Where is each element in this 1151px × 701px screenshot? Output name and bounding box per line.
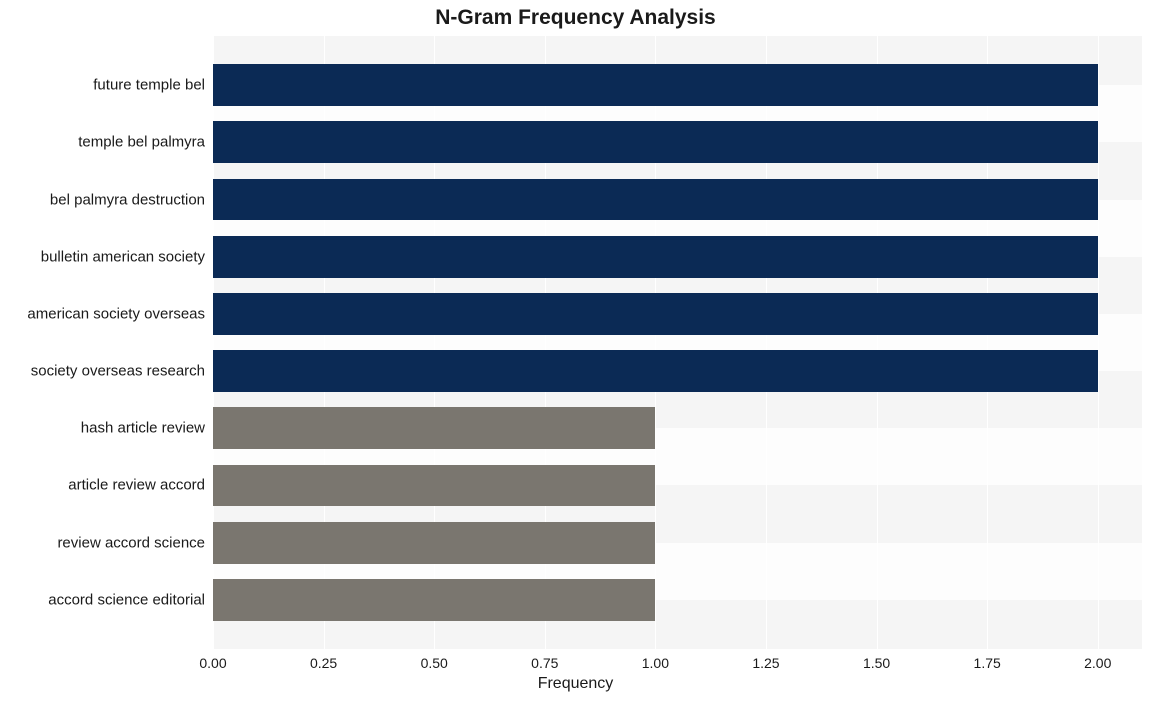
bar <box>213 293 1098 335</box>
x-axis-tick: 0.75 <box>531 655 558 671</box>
x-axis-tick: 1.50 <box>863 655 890 671</box>
x-axis-tick: 0.00 <box>199 655 226 671</box>
bar <box>213 179 1098 221</box>
bar <box>213 407 655 449</box>
y-axis-category: hash article review <box>0 421 205 436</box>
y-axis-category: review accord science <box>0 535 205 550</box>
plot-area <box>213 36 1142 649</box>
bar <box>213 121 1098 163</box>
y-axis-category: bulletin american society <box>0 249 205 264</box>
gridline <box>1098 36 1099 649</box>
y-axis-category: accord science editorial <box>0 592 205 607</box>
x-axis-tick: 0.25 <box>310 655 337 671</box>
y-axis-category: temple bel palmyra <box>0 135 205 150</box>
bar <box>213 522 655 564</box>
bar <box>213 350 1098 392</box>
x-axis-label: Frequency <box>0 675 1151 693</box>
x-axis-tick: 2.00 <box>1084 655 1111 671</box>
y-axis-category: article review accord <box>0 478 205 493</box>
x-axis-tick: 1.75 <box>974 655 1001 671</box>
bar <box>213 64 1098 106</box>
bar <box>213 579 655 621</box>
x-axis-tick: 0.50 <box>421 655 448 671</box>
ngram-chart: N-Gram Frequency Analysis Frequency futu… <box>0 0 1151 701</box>
x-axis-tick: 1.25 <box>752 655 779 671</box>
x-axis-tick: 1.00 <box>642 655 669 671</box>
y-axis-category: american society overseas <box>0 306 205 321</box>
bar <box>213 465 655 507</box>
chart-title: N-Gram Frequency Analysis <box>0 6 1151 30</box>
y-axis-category: future temple bel <box>0 78 205 93</box>
y-axis-category: bel palmyra destruction <box>0 192 205 207</box>
y-axis-category: society overseas research <box>0 364 205 379</box>
bar <box>213 236 1098 278</box>
